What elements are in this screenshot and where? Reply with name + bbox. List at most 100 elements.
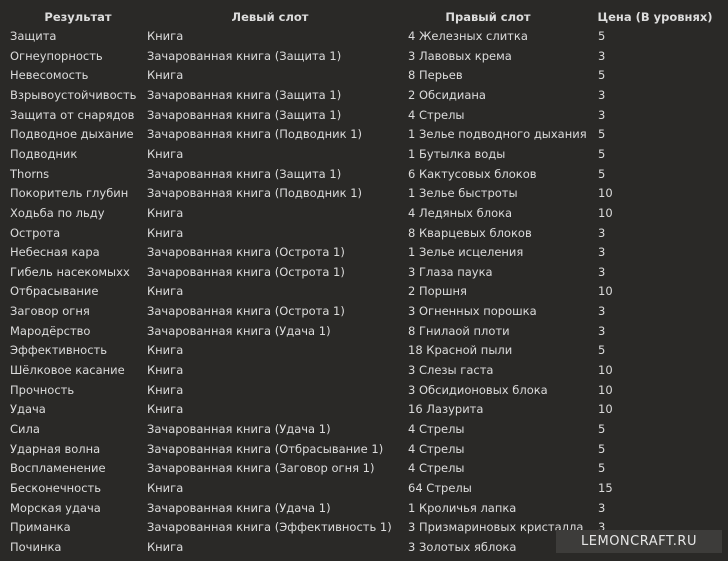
table-cell: Прочность [10,382,75,397]
table-cell: Книга [147,284,184,299]
table-cell: Книга [147,68,184,83]
table-cell: Зачарованная книга (Удача 1) [147,422,331,436]
table-cell: 5 [598,343,606,358]
header-cell: Цена (В уровнях) [597,10,713,24]
table-cell: Книга [147,205,184,220]
table-cell: 64 Стрелы [408,480,472,495]
table-cell: Приманка [10,520,71,535]
table-cell: Гибель насекомыхх [10,264,130,279]
table-cell: Книга [147,343,184,358]
table-cell: Книга [147,480,184,495]
table-cell: Невесомость [10,68,89,83]
table-cell: Книга [147,29,184,43]
table-cell: 3 Призмариновых кристалла [408,520,584,535]
table-cell: Мародёрство [10,323,91,338]
table-cell: Книга [147,382,184,397]
table-cell: Книга [147,225,184,240]
table-cell: Зачарованная книга (Острота 1) [147,264,345,279]
table-cell: 10 [598,205,613,220]
table-cell: 1 Кроличья лапка [408,500,517,515]
watermark: LEMONCRAFT.RU [556,530,722,553]
table-cell: 3 [598,245,606,260]
table-cell: Thorns [10,166,50,181]
table-cell: Эффективность [10,343,108,358]
table-cell: 2 Обсидиана [408,87,486,102]
table-cell: 3 Золотых яблока [408,539,517,554]
table-cell: Отбрасывание [10,284,99,299]
table-cell: 3 [598,225,606,240]
table-cell: Зачарованная книга (Подводник 1) [147,127,363,142]
table-cell: Книга [147,363,184,378]
table-cell: Книга [147,146,184,161]
table-cell: 4 Стрелы [408,107,465,122]
table-cell: 4 Стрелы [408,441,465,456]
table-cell: 5 [598,166,606,181]
header-cell: Результат [44,10,112,24]
table-cell: 5 [598,441,606,456]
table-cell: 1 Зелье быстроты [408,186,518,201]
table-cell: 10 [598,382,613,397]
table-cell: 10 [598,402,613,417]
table-cell: Шёлковое касание [10,363,125,378]
table-cell: 2 Поршня [408,284,467,299]
table-cell: 4 Стрелы [408,461,465,476]
table-cell: Заговор огня [10,304,90,319]
table-cell: Зачарованная книга (Удача 1) [147,500,331,515]
table-cell: Подводник [10,146,78,161]
table-cell: Зачарованная книга (Острота 1) [147,304,345,319]
table-cell: 1 Зелье подводного дыхания [408,127,587,142]
table-cell: Небесная кара [10,245,100,260]
table-cell: 8 Гнилаой плоти [408,323,510,338]
table-cell: 3 [598,323,606,338]
table-cell: 3 Слезы гаста [408,363,494,378]
table-cell: 3 [598,87,606,102]
table-cell: 4 Железных слитка [408,29,528,43]
table-cell: Зачарованная книга (Эффективность 1) [147,520,392,535]
table-cell: 4 Стрелы [408,422,465,436]
table-cell: Бесконечность [10,480,102,495]
table-cell: Зачарованная книга (Защита 1) [147,87,342,102]
table-cell: Подводное дыхание [10,127,134,142]
table-cell: 5 [598,127,606,142]
table-cell: Зачарованная книга (Защита 1) [147,107,342,122]
table-cell: Зачарованная книга (Удача 1) [147,323,331,338]
table-cell: Сила [10,422,40,436]
table-cell: 3 [598,304,606,319]
table-cell: Зачарованная книга (Острота 1) [147,245,345,260]
table-cell: Защита от снарядов [10,107,135,122]
table-cell: 8 Кварцевых блоков [408,225,532,240]
table-cell: 3 Лавовых крема [408,48,512,63]
table-cell: Морская удача [10,500,101,515]
table-cell: 10 [598,186,613,201]
table-cell: 10 [598,284,613,299]
table-cell: 4 Ледяных блока [408,205,513,220]
table-cell: 16 Лазурита [408,402,484,417]
table-cell: Зачарованная книга (Защита 1) [147,48,342,63]
table-cell: 5 [598,461,606,476]
table-cell: 18 Красной пыли [408,343,513,358]
table-cell: Книга [147,539,184,554]
table-cell: 3 [598,264,606,279]
table-cell: 3 [598,520,606,535]
table-cell: 8 Перьев [408,68,463,83]
table-cell: Зачарованная книга (Подводник 1) [147,186,363,201]
table-cell: 1 Зелье исцеления [408,245,524,260]
table-cell: Взрывоустойчивость [10,87,137,102]
table-cell: Зачарованная книга (Защита 1) [147,166,342,181]
table-cell: Воспламенение [10,461,106,476]
table-cell: Острота [10,225,61,240]
table-cell: Ходьба по льду [10,205,105,220]
table-cell: 5 [598,29,606,43]
table-cell: 1 Бутылка воды [408,146,506,161]
table-cell: 10 [598,363,613,378]
table-cell: 3 [598,500,606,515]
table-cell: Зачарованная книга (Заговор огня 1) [147,461,375,476]
table-cell: Огнеупорность [10,48,103,63]
table-cell: Починка [10,539,62,554]
table-cell: Ударная волна [10,441,101,456]
header-cell: Левый слот [231,10,309,24]
table-cell: 3 Глаза паука [408,264,493,279]
table-cell: 5 [598,422,606,436]
table-cell: Книга [147,402,184,417]
